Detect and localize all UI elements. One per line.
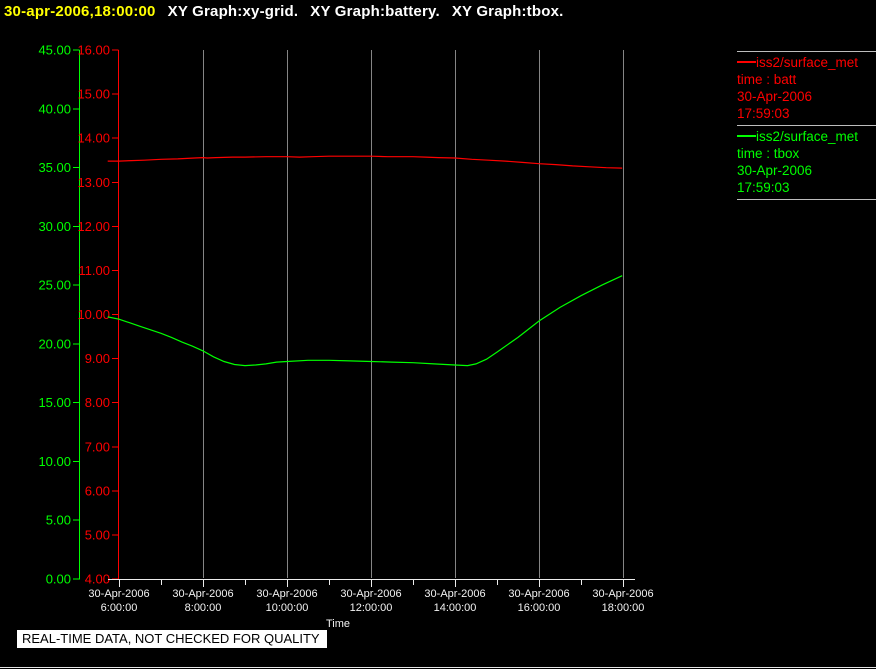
x-tick-label-date: 30-Apr-2006	[172, 588, 233, 600]
x-tick-label-time: 18:00:00	[602, 602, 645, 614]
legend-variable: time : batt	[737, 72, 797, 87]
window-bottom-edge	[0, 667, 876, 668]
legend-source-row: iss2/surface_met	[737, 128, 876, 145]
tbox-y-tick-label: 40.00	[38, 101, 71, 116]
graph-title-xy-grid: XY Graph:xy-grid.	[167, 3, 299, 20]
series-line-batt	[107, 155, 623, 169]
batt-y-tick-label: 11.00	[78, 263, 110, 278]
x-tick-label-date: 30-Apr-2006	[424, 588, 485, 600]
legend-entry-batt: iss2/surface_met time : batt 30-Apr-2006…	[737, 52, 876, 126]
tbox-y-tick-label: 30.00	[38, 219, 71, 234]
legend-date: 30-Apr-2006	[737, 163, 813, 178]
x-tick-label-time: 14:00:00	[434, 602, 477, 614]
data-quality-notice: REAL-TIME DATA, NOT CHECKED FOR QUALITY	[17, 630, 327, 648]
x-tick-label-time: 10:00:00	[266, 602, 309, 614]
legend-entry-tbox: iss2/surface_met time : tbox 30-Apr-2006…	[737, 126, 876, 200]
batt-y-tick-label: 8.00	[85, 395, 110, 410]
x-axis-title: Time	[326, 618, 350, 630]
legend-source: iss2/surface_met	[756, 55, 859, 70]
batt-y-tick-label: 9.00	[85, 351, 110, 366]
legend-source: iss2/surface_met	[756, 129, 859, 144]
legend-source-row: iss2/surface_met	[737, 54, 876, 71]
clock-timestamp: 30-apr-2006,18:00:00	[4, 3, 156, 20]
batt-y-tick-label: 7.00	[85, 439, 110, 454]
batt-y-tick-label: 12.00	[77, 219, 110, 234]
batt-y-tick-label: 10.00	[77, 307, 110, 322]
tbox-y-tick-label: 35.00	[38, 160, 71, 175]
graph-title-tbox: XY Graph:tbox.	[451, 3, 564, 20]
batt-y-tick-label: 15.00	[77, 87, 110, 102]
legend-date: 30-Apr-2006	[737, 89, 813, 104]
tbox-y-tick-label: 20.00	[38, 336, 71, 351]
tbox-y-tick-label: 0.00	[46, 572, 71, 587]
x-tick-label-date: 30-Apr-2006	[88, 588, 149, 600]
x-tick-label-time: 6:00:00	[101, 602, 138, 614]
legend-time: 17:59:03	[737, 180, 790, 195]
series-line-tbox	[107, 275, 623, 367]
series-line-swatch-red	[737, 61, 756, 63]
x-tick-label-date: 30-Apr-2006	[256, 588, 317, 600]
legend: iss2/surface_met time : batt 30-Apr-2006…	[737, 51, 876, 200]
graph-title-battery: XY Graph:battery.	[310, 3, 440, 20]
tbox-y-tick-label: 5.00	[46, 513, 71, 528]
tbox-y-tick-label: 15.00	[38, 395, 71, 410]
x-tick-label-date: 30-Apr-2006	[508, 588, 569, 600]
x-tick-label-time: 12:00:00	[350, 602, 393, 614]
tbox-y-tick-label: 10.00	[38, 454, 71, 469]
x-tick-label-date: 30-Apr-2006	[592, 588, 653, 600]
x-tick-label-time: 16:00:00	[518, 602, 561, 614]
x-tick-label-date: 30-Apr-2006	[340, 588, 401, 600]
batt-y-tick-label: 4.00	[85, 572, 110, 587]
tbox-y-tick-label: 25.00	[38, 278, 71, 293]
legend-time: 17:59:03	[737, 106, 790, 121]
tbox-y-tick-label: 45.00	[38, 43, 71, 58]
series-line-swatch-green	[737, 135, 756, 137]
legend-variable: time : tbox	[737, 146, 800, 161]
batt-y-tick-label: 5.00	[85, 527, 110, 542]
batt-y-tick-label: 13.00	[77, 175, 110, 190]
batt-y-tick-label: 14.00	[77, 131, 110, 146]
batt-y-tick-label: 16.00	[77, 43, 110, 58]
batt-y-tick-label: 6.00	[85, 483, 110, 498]
title-bar: 30-apr-2006,18:00:00 XY Graph:xy-grid. XY …	[4, 3, 564, 23]
x-tick-label-time: 8:00:00	[185, 602, 222, 614]
